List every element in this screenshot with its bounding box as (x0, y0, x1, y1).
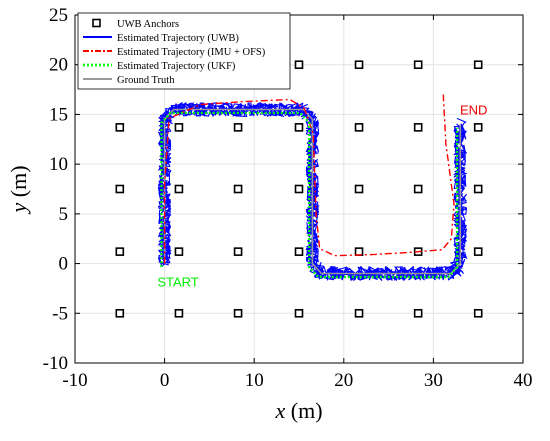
anchor-marker (233, 308, 243, 318)
x-axis-variable: x (274, 398, 285, 423)
y-tick-label: 25 (49, 5, 68, 26)
series-line-estimated-trajectory-ukf (160, 111, 459, 279)
anchor-marker (473, 60, 483, 70)
anchor-marker (174, 123, 184, 132)
x-tick-label: 20 (334, 370, 353, 391)
legend-box (77, 12, 291, 90)
anchor-marker (115, 308, 125, 318)
anchor-marker (354, 184, 364, 194)
anchor-marker (473, 123, 483, 132)
tick-labels: -10 0 10 20 30 40 -10 -5 0 5 10 15 20 25 (43, 5, 533, 391)
legend-label-ground-truth: Ground Truth (117, 75, 175, 86)
x-tick-label: 30 (424, 370, 443, 391)
x-tick-label: 40 (514, 370, 533, 391)
anchor-marker (115, 184, 125, 194)
anchor-marker (115, 247, 125, 256)
anchor-marker (294, 247, 304, 256)
legend-label-estimated-trajectory-uwb: Estimated Trajectory (UWB) (117, 33, 239, 44)
anchor-marker (473, 184, 483, 194)
anchor-marker (174, 184, 184, 194)
legend-swatch-uwb-anchors (92, 18, 101, 28)
axis-titles: x (m)y (m) (6, 165, 323, 423)
plot-frame (74, 14, 524, 364)
y-tick-label: 0 (59, 254, 69, 275)
y-axis-title: y (m) (6, 165, 31, 214)
anchor-marker (294, 60, 304, 70)
anchor-marker (354, 60, 364, 70)
anchor-marker (473, 308, 483, 318)
x-axis-title: x (m) (274, 398, 322, 423)
legend-label-uwb-anchors: UWB Anchors (117, 19, 179, 30)
y-tick-label: 20 (49, 55, 68, 76)
y-tick-label: -10 (43, 353, 68, 374)
anchor-marker (413, 184, 423, 194)
anchor-marker (233, 184, 243, 194)
anchor-marker (413, 60, 423, 70)
anchor-marker (413, 123, 423, 132)
y-axis-unit: (m) (6, 165, 31, 202)
series-line-estimated-trajectory-imu-ofs (163, 94, 455, 264)
trajectory-series (157, 94, 468, 281)
x-tick-label: -10 (62, 370, 87, 391)
anchor-marker (294, 184, 304, 194)
anchor-marker (294, 308, 304, 318)
y-tick-label: -5 (52, 303, 68, 324)
anchor-marker (354, 123, 364, 132)
anchor-marker (233, 123, 243, 132)
annotation-end: END (460, 102, 487, 117)
anchor-marker (174, 308, 184, 318)
series-line-ground-truth (163, 108, 462, 275)
y-tick-label: 10 (49, 154, 68, 175)
annotation-start: START (157, 274, 198, 289)
legend: UWB Anchors Estimated Trajectory (UWB) Est… (77, 12, 291, 90)
anchor-marker (354, 308, 364, 318)
x-axis-unit: (m) (285, 398, 322, 423)
anchor-marker (413, 308, 423, 318)
legend-label-estimated-trajectory-ukf: Estimated Trajectory (UKF) (117, 61, 236, 72)
anchor-marker (233, 247, 243, 256)
y-axis-variable: y (6, 203, 31, 215)
axes (74, 14, 524, 364)
legend-label-estimated-trajectory-imu-ofs: Estimated Trajectory (IMU + OFS) (117, 47, 266, 58)
anchor-marker (354, 247, 364, 256)
anchor-marker (294, 123, 304, 132)
x-tick-label: 0 (160, 370, 170, 391)
anchor-marker (115, 123, 125, 132)
anchor-marker (174, 247, 184, 256)
anchor-marker (473, 247, 483, 256)
y-tick-label: 15 (49, 104, 68, 125)
y-tick-label: 5 (59, 204, 69, 225)
x-tick-label: 10 (245, 370, 264, 391)
series-line-estimated-trajectory-uwb (158, 102, 468, 281)
annotations: START END (157, 102, 487, 289)
